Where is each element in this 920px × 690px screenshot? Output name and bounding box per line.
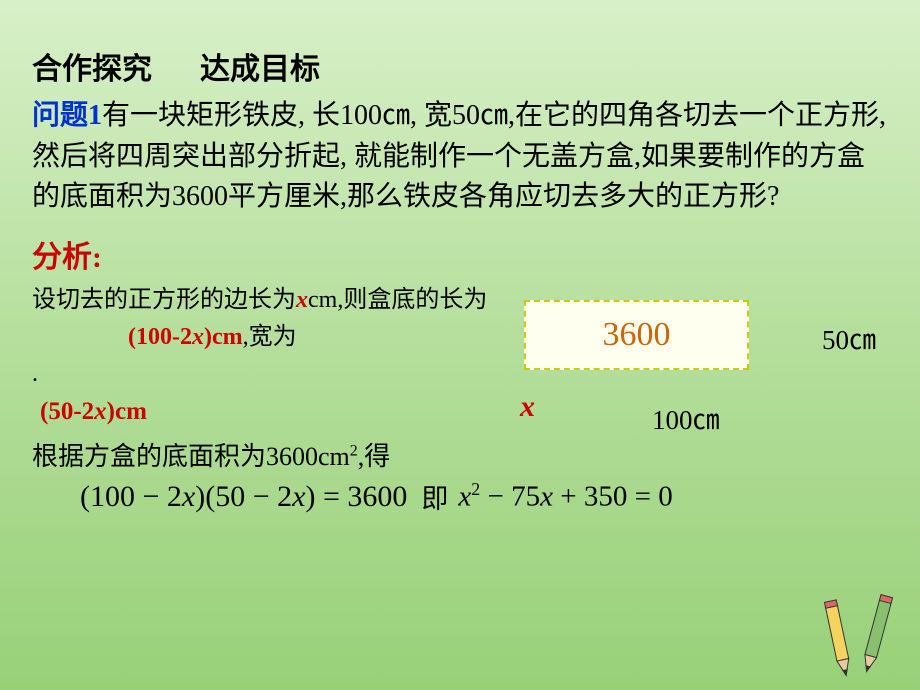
section-header: 合作探究 达成目标: [32, 44, 888, 88]
analysis-text: 设切去的正方形的边长为xcm,则盒底的长为 (100-2x)cm,宽为 . (5…: [32, 282, 512, 432]
problem-block: 问题1有一块矩形铁皮, 长100㎝, 宽50㎝,在它的四角各切去一个正方形,然后…: [32, 96, 888, 218]
diagram-x-label: x: [520, 390, 535, 424]
fill-length: (100-2x)cm: [128, 324, 243, 350]
diagram-box-value: 3600: [603, 316, 671, 354]
diagram-width-label: 100㎝: [652, 398, 720, 437]
diagram-box: 3600: [524, 300, 749, 370]
header-part2: 达成目标: [200, 53, 320, 86]
equation-1: (100 − 2x)(50 − 2x) = 3600: [80, 480, 407, 514]
fill-width: (50-2x)cm: [40, 398, 147, 425]
equation-line: (100 − 2x)(50 − 2x) = 3600 即 x2 − 75x + …: [32, 477, 888, 516]
equation-2: x2 − 75x + 350 = 0: [458, 479, 672, 514]
equation-intro: 根据方盒的底面积为3600cm2,得: [32, 436, 888, 473]
pencils-icon: [798, 594, 908, 684]
var-x: x: [296, 287, 308, 313]
analysis-block: 设切去的正方形的边长为xcm,则盒底的长为 (100-2x)cm,宽为 . (5…: [32, 282, 888, 432]
header-part1: 合作探究: [32, 53, 152, 86]
problem-label: 问题1: [32, 100, 102, 131]
problem-text: 有一块矩形铁皮, 长100㎝, 宽50㎝,在它的四角各切去一个正方形,然后将四周…: [32, 100, 886, 212]
analysis-label: 分析:: [32, 232, 888, 276]
equation-connector: 即: [421, 477, 448, 516]
diagram-height-label: 50㎝: [822, 318, 876, 357]
